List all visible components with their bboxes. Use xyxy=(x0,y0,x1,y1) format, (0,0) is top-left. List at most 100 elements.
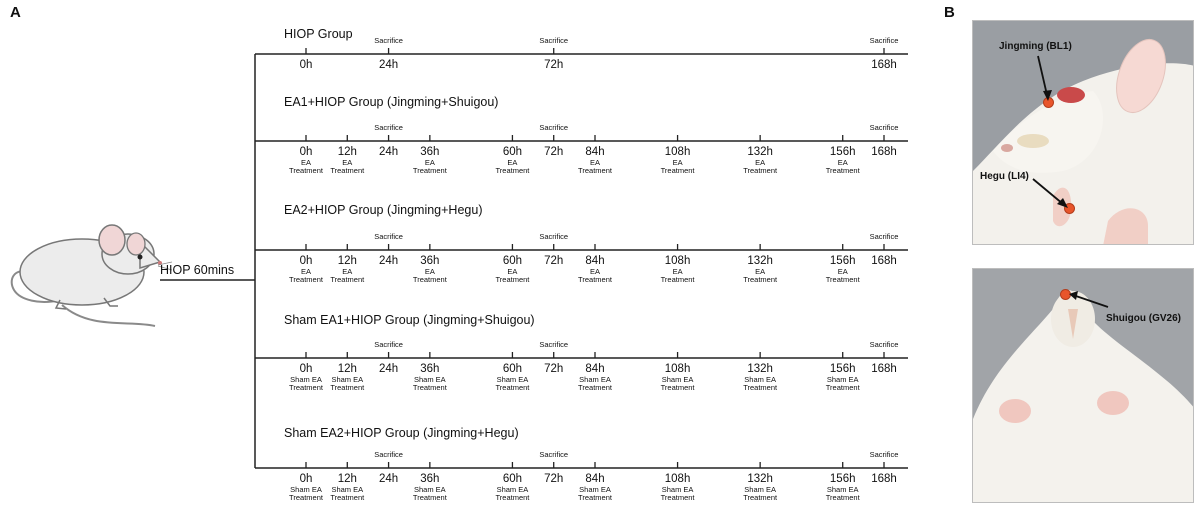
tick-label: 168h xyxy=(871,363,897,375)
tick-label: 108h xyxy=(665,146,691,158)
treatment-note: Sham EA xyxy=(744,485,776,494)
treatment-note: Treatment xyxy=(826,275,861,284)
sacrifice-label: Sacrifice xyxy=(870,36,899,45)
treatment-note: EA xyxy=(301,158,311,167)
treatment-note: Treatment xyxy=(495,275,530,284)
tick-label: 36h xyxy=(420,473,439,485)
treatment-note: EA xyxy=(755,267,765,276)
tick-label: 168h xyxy=(871,255,897,267)
tick-label: 12h xyxy=(338,363,357,375)
tick-label: 0h xyxy=(300,473,313,485)
tick-label: 84h xyxy=(585,255,604,267)
sacrifice-label: Sacrifice xyxy=(539,232,568,241)
group-title: EA2+HIOP Group (Jingming+Hegu) xyxy=(284,203,482,217)
treatment-note: Treatment xyxy=(743,275,778,284)
tick-label: 168h xyxy=(871,59,897,71)
sacrifice-label: Sacrifice xyxy=(374,123,403,132)
sacrifice-label: Sacrifice xyxy=(374,340,403,349)
shuigou-arrow xyxy=(1072,294,1109,308)
tick-label: 24h xyxy=(379,255,398,267)
treatment-note: Treatment xyxy=(495,166,530,175)
treatment-note: Sham EA xyxy=(497,485,529,494)
tick-label: 108h xyxy=(665,255,691,267)
sacrifice-label: Sacrifice xyxy=(539,123,568,132)
treatment-note: Treatment xyxy=(661,383,696,392)
treatment-note: Treatment xyxy=(330,383,365,392)
treatment-note: Treatment xyxy=(826,166,861,175)
treatment-note: Sham EA xyxy=(827,375,859,384)
tick-label: 84h xyxy=(585,146,604,158)
tick-label: 132h xyxy=(747,473,773,485)
tick-label: 108h xyxy=(665,363,691,375)
group-title: HIOP Group xyxy=(284,27,353,41)
treatment-note: Sham EA xyxy=(662,375,694,384)
treatment-note: Treatment xyxy=(743,166,778,175)
tick-label: 132h xyxy=(747,146,773,158)
treatment-note: Treatment xyxy=(661,493,696,502)
tick-label: 36h xyxy=(420,146,439,158)
treatment-note: Treatment xyxy=(743,383,778,392)
tick-label: 60h xyxy=(503,363,522,375)
treatment-note: Sham EA xyxy=(579,375,611,384)
sacrifice-label: Sacrifice xyxy=(870,232,899,241)
group-title: Sham EA2+HIOP Group (Jingming+Hegu) xyxy=(284,426,519,440)
tick-label: 72h xyxy=(544,59,563,71)
treatment-note: Sham EA xyxy=(497,375,529,384)
group-timeline-4: Sham EA1+HIOP Group (Jingming+Shuigou) 0h… xyxy=(255,313,908,392)
treatment-note: Treatment xyxy=(743,493,778,502)
tick-label: 24h xyxy=(379,146,398,158)
treatment-note: EA xyxy=(425,158,435,167)
tick-label: 132h xyxy=(747,255,773,267)
treatment-note: Sham EA xyxy=(662,485,694,494)
tick-label: 168h xyxy=(871,146,897,158)
tick-label: 84h xyxy=(585,473,604,485)
treatment-note: Treatment xyxy=(330,493,365,502)
tick-label: 132h xyxy=(747,363,773,375)
tick-label: 156h xyxy=(830,255,856,267)
treatment-note: Treatment xyxy=(289,383,324,392)
treatment-note: EA xyxy=(425,267,435,276)
acupoint-marker-hegu xyxy=(1064,203,1075,214)
treatment-note: Treatment xyxy=(661,275,696,284)
sacrifice-label: Sacrifice xyxy=(374,36,403,45)
hegu-arrow xyxy=(1032,178,1064,205)
treatment-note: Treatment xyxy=(495,493,530,502)
treatment-note: EA xyxy=(590,267,600,276)
tick-label: 24h xyxy=(379,473,398,485)
treatment-note: Sham EA xyxy=(331,375,363,384)
treatment-note: Sham EA xyxy=(414,375,446,384)
treatment-note: Treatment xyxy=(289,166,324,175)
treatment-note: Treatment xyxy=(578,166,613,175)
tick-label: 72h xyxy=(544,255,563,267)
sacrifice-label: Sacrifice xyxy=(539,36,568,45)
tick-label: 0h xyxy=(300,255,313,267)
tick-label: 12h xyxy=(338,255,357,267)
tick-label: 24h xyxy=(379,59,398,71)
treatment-note: Treatment xyxy=(578,383,613,392)
group-timeline-5: Sham EA2+HIOP Group (Jingming+Hegu)0hSha… xyxy=(255,426,908,502)
treatment-note: Treatment xyxy=(578,493,613,502)
treatment-note: Treatment xyxy=(495,383,530,392)
panel-a-letter: A xyxy=(10,4,21,21)
sacrifice-label: Sacrifice xyxy=(374,450,403,459)
treatment-note: Sham EA xyxy=(290,485,322,494)
group-timeline-3: EA2+HIOP Group (Jingming+Hegu)0hEATreatm… xyxy=(255,203,908,284)
treatment-note: EA xyxy=(673,267,683,276)
tick-label: 36h xyxy=(420,363,439,375)
group-timeline-1: HIOP Group 0h 24h Sacrifice 72h Sacrifice 168h… xyxy=(255,27,908,71)
tick-label: 0h xyxy=(300,59,313,71)
sacrifice-label: Sacrifice xyxy=(539,450,568,459)
treatment-note: EA xyxy=(755,158,765,167)
treatment-note: Treatment xyxy=(330,275,365,284)
mouse-illustration xyxy=(10,224,173,327)
treatment-note: EA xyxy=(342,158,352,167)
acupoint-label-hegu: Hegu (LI4) xyxy=(980,171,1029,182)
tick-label: 108h xyxy=(665,473,691,485)
treatment-note: Sham EA xyxy=(290,375,322,384)
treatment-note: Treatment xyxy=(578,275,613,284)
sacrifice-label: Sacrifice xyxy=(870,123,899,132)
tick-label: 156h xyxy=(830,473,856,485)
rat-ventral-photo: Shuigou (GV26) xyxy=(972,268,1194,503)
tick-label: 60h xyxy=(503,255,522,267)
